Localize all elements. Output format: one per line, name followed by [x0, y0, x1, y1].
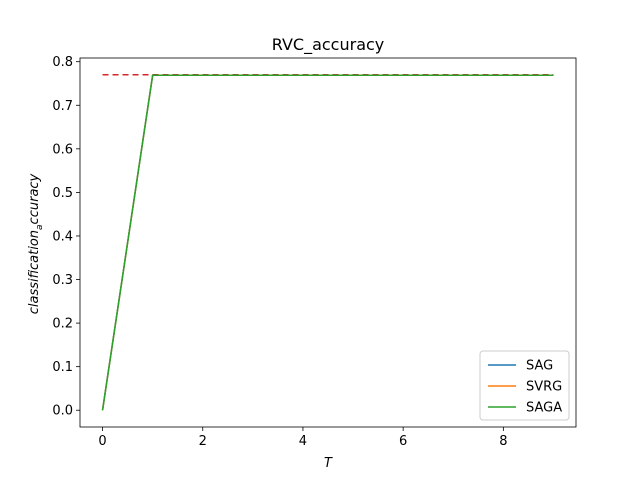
legend: SAG SVRG SAGA — [479, 350, 570, 421]
legend-label: SVRG — [526, 380, 562, 395]
y-axis-label-subscript: a — [35, 224, 45, 230]
y-tick-label: 0.6 — [52, 142, 73, 157]
y-axis-label-rest: ccuracy — [27, 173, 42, 224]
legend-box — [479, 350, 570, 421]
x-tick-label: 4 — [299, 434, 307, 449]
y-tick-label: 0.2 — [52, 317, 73, 332]
y-tick-label: 0.1 — [52, 360, 73, 375]
y-tick-label: 0.7 — [52, 99, 73, 114]
y-tick-label: 0.5 — [52, 186, 73, 201]
y-tick-label: 0.3 — [52, 273, 73, 288]
y-axis: 0.0 0.1 0.2 0.3 0.4 0.5 0.6 0.7 0.8 — [52, 55, 80, 419]
x-tick-label: 2 — [199, 434, 207, 449]
y-axis-label: classificationaccuracy — [27, 173, 45, 314]
legend-label: SAGA — [526, 401, 562, 416]
series-line-saga — [101, 74, 554, 411]
chart-title: RVC_accuracy — [272, 35, 385, 55]
x-axis: 0 2 4 6 8 — [98, 427, 507, 449]
x-tick-label: 6 — [399, 434, 407, 449]
y-tick-label: 0.0 — [52, 404, 73, 419]
axes-frame — [79, 57, 577, 428]
x-tick-label: 0 — [98, 434, 106, 449]
legend-label: SAG — [526, 359, 553, 374]
x-tick-label: 8 — [499, 434, 507, 449]
x-axis-label: T — [324, 456, 333, 471]
plot-area — [79, 57, 577, 428]
y-tick-label: 0.4 — [52, 229, 73, 244]
y-axis-label-main: classification — [27, 230, 42, 314]
y-tick-label: 0.8 — [52, 55, 73, 70]
